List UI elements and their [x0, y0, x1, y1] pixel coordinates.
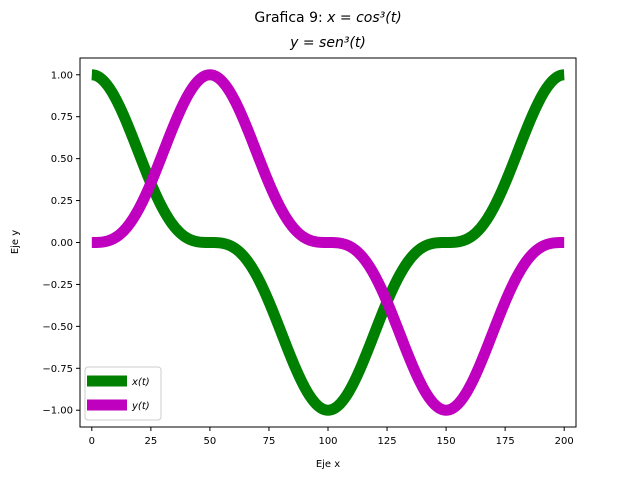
x-ticks: 0 25 50 75 100 125 150 175 200 — [89, 427, 574, 447]
x-tick-label: 175 — [496, 436, 515, 447]
y-tick-label: −0.25 — [42, 280, 73, 291]
x-tick-label: 125 — [378, 436, 397, 447]
y-tick-label: −0.75 — [42, 364, 73, 375]
chart-title-prefix: Grafica 9: — [254, 10, 327, 26]
y-axis-label: Eje y — [10, 230, 21, 254]
x-tick-label: 75 — [263, 436, 276, 447]
legend: x(t) y(t) — [84, 366, 162, 421]
chart-title-line2: y = sen³(t) — [289, 35, 366, 51]
chart-title-line1: Grafica 9: x = cos³(t) — [254, 10, 401, 26]
y-tick-label: −0.50 — [42, 322, 73, 333]
series-line-y — [87, 69, 569, 416]
chart-title-math1: x = cos³(t) — [326, 10, 402, 26]
plot-area: 0 25 50 75 100 125 150 175 200 −1.00 −0.75 −0.50 −0… — [42, 57, 577, 447]
y-tick-label: 0.25 — [51, 196, 73, 207]
legend-box — [84, 366, 162, 421]
y-tick-label: 0.50 — [51, 154, 73, 165]
y-tick-label: 0.00 — [51, 238, 73, 249]
series-layer — [87, 69, 569, 416]
y-ticks: −1.00 −0.75 −0.50 −0.25 0.00 0.25 0.50 0.75 1.00 — [42, 70, 80, 417]
legend-label-x: x(t) — [131, 377, 150, 388]
y-tick-label: 0.75 — [51, 112, 73, 123]
legend-label-y: y(t) — [131, 401, 150, 412]
y-tick-label: −1.00 — [42, 406, 73, 417]
x-tick-label: 0 — [89, 436, 95, 447]
x-tick-label: 100 — [318, 436, 337, 447]
x-tick-label: 25 — [144, 436, 157, 447]
y-tick-label: 1.00 — [51, 70, 73, 81]
series-line-x — [87, 69, 569, 416]
x-tick-label: 200 — [555, 436, 574, 447]
x-tick-label: 50 — [204, 436, 217, 447]
x-tick-label: 150 — [437, 436, 456, 447]
x-axis-label: Eje x — [316, 459, 340, 470]
